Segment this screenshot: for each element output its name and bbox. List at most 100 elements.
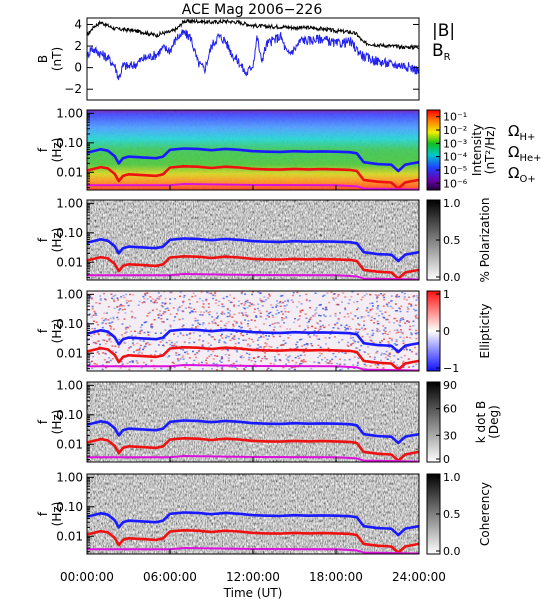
spectrogram-pixel: [280, 343, 283, 346]
spectrogram-pixel: [175, 341, 178, 343]
spectrogram-pixel: [284, 342, 287, 344]
spectrogram-pixel: [137, 332, 140, 334]
y-tick-label: 1.00: [56, 106, 83, 120]
spectrogram-pixel: [305, 293, 308, 296]
spectrogram-pixel: [157, 292, 160, 294]
y-tick-label: 0.01: [56, 437, 83, 451]
spectrogram-pixel: [166, 318, 169, 321]
spectrogram-pixel: [261, 300, 264, 302]
spectrogram-pixel: [251, 367, 254, 369]
spectrogram-pixel: [408, 303, 410, 305]
spectrogram-pixel: [344, 329, 347, 331]
x-tick-label: 06:00:00: [143, 570, 197, 584]
spectrogram-pixel: [211, 368, 213, 370]
spectrogram-pixel: [200, 361, 203, 364]
spectrogram-pixel: [211, 316, 214, 318]
spectrogram-pixel: [240, 302, 243, 305]
spectrogram-pixel: [259, 346, 262, 348]
spectrogram-pixel: [162, 305, 164, 308]
spectrogram-pixel: [165, 341, 168, 344]
spectrogram-pixel: [396, 310, 399, 312]
spectrogram-pixel: [337, 318, 340, 321]
spectrogram-pixel: [254, 326, 257, 328]
spectrogram-pixel: [91, 308, 94, 310]
spectrogram-pixel: [345, 327, 348, 330]
spectrogram-pixel: [196, 319, 199, 322]
spectrogram-pixel: [307, 333, 310, 336]
spectrogram-pixel: [235, 349, 238, 352]
spectrogram-pixel: [310, 343, 313, 345]
spectrogram-pixel: [284, 300, 287, 302]
spectrogram-pixel: [271, 333, 274, 336]
colorbar-tick-label: 10⁻²: [443, 124, 467, 137]
spectrogram-pixel: [201, 313, 204, 316]
spectrogram-pixel: [295, 361, 298, 364]
spectrogram-pixel: [89, 297, 92, 299]
spectrogram-pixel: [315, 307, 318, 309]
spectrogram-pixel: [332, 327, 335, 329]
spectrogram-pixel: [396, 329, 399, 331]
spectrogram-pixel: [145, 345, 147, 348]
spectrogram-pixel: [298, 318, 301, 320]
spectrogram-pixel: [395, 338, 398, 341]
spectrogram-pixel: [127, 300, 130, 302]
spectrogram-pixel: [122, 363, 124, 365]
spectrogram-pixel: [215, 299, 218, 301]
spectrogram-pixel: [384, 356, 387, 359]
spectrogram-pixel: [136, 342, 139, 345]
spectrogram-pixel: [154, 299, 157, 301]
spectrogram-pixel: [410, 303, 413, 306]
spectrogram-pixel: [373, 322, 375, 324]
spectrogram-pixel: [174, 316, 177, 318]
spectrogram-pixel: [270, 346, 273, 348]
spectrogram-pixel: [109, 317, 112, 320]
spectrogram-pixel: [291, 359, 294, 362]
colorbar-tick-label: 60: [443, 403, 457, 416]
spectrogram-pixel: [131, 316, 134, 319]
spectrogram-pixel: [376, 295, 379, 297]
spectrogram-pixel: [232, 362, 235, 365]
spectrogram-pixel: [410, 305, 413, 307]
spectrogram-pixel: [248, 359, 251, 361]
spectrogram-pixel: [317, 330, 320, 332]
spectrogram-pixel: [194, 327, 197, 329]
gyro-line-o: [87, 273, 420, 281]
spectrogram-pixel: [276, 304, 279, 307]
spectrogram-pixel: [202, 306, 205, 309]
spectrogram-pixel: [90, 298, 93, 300]
spectrogram-pixel: [125, 326, 128, 329]
spectrogram-pixel: [234, 346, 237, 348]
panels-layer: 420−2B (nT)1.000.100.01f (Hz)10⁻¹10⁻²10⁻³1…: [36, 17, 501, 558]
spectrogram-pixel: [215, 317, 218, 319]
spectrogram-pixel: [391, 307, 394, 309]
spectrogram-pixel: [269, 324, 271, 327]
spectrogram-pixel: [298, 301, 301, 303]
spectrogram-pixel: [299, 311, 302, 313]
spectrogram-pixel: [162, 321, 165, 323]
spectrogram-pixel: [138, 349, 141, 351]
colorbar-label: Intensity: [470, 124, 484, 176]
spectrogram-pixel: [153, 319, 156, 321]
spectrogram-pixel: [262, 336, 265, 338]
spectrogram-pixel: [112, 295, 115, 297]
spectrogram-pixel: [270, 368, 273, 371]
colorbar-tick-label: 0.5: [443, 234, 461, 247]
spectrogram-pixel: [394, 310, 397, 312]
spectrogram-pixel: [343, 363, 346, 366]
spectrogram-pixel: [205, 362, 208, 364]
spectrogram-pixel: [347, 345, 350, 347]
spectrogram-pixel: [364, 351, 366, 354]
spectrogram-pixel: [275, 304, 278, 306]
spectrogram-pixel: [367, 314, 370, 317]
spectrogram-pixel: [175, 313, 178, 315]
spectrogram-pixel: [191, 295, 194, 298]
spectrogram-pixel: [383, 338, 385, 340]
spectrogram-pixel: [324, 306, 327, 309]
spectrogram-pixel: [182, 334, 185, 337]
spectrogram-pixel: [400, 305, 403, 308]
spectrogram-pixel: [242, 314, 245, 316]
spectrogram-pixel: [382, 333, 384, 335]
spectrogram-pixel: [139, 339, 142, 342]
spectrogram-pixel: [134, 335, 137, 338]
spectrogram-pixel: [304, 360, 307, 363]
